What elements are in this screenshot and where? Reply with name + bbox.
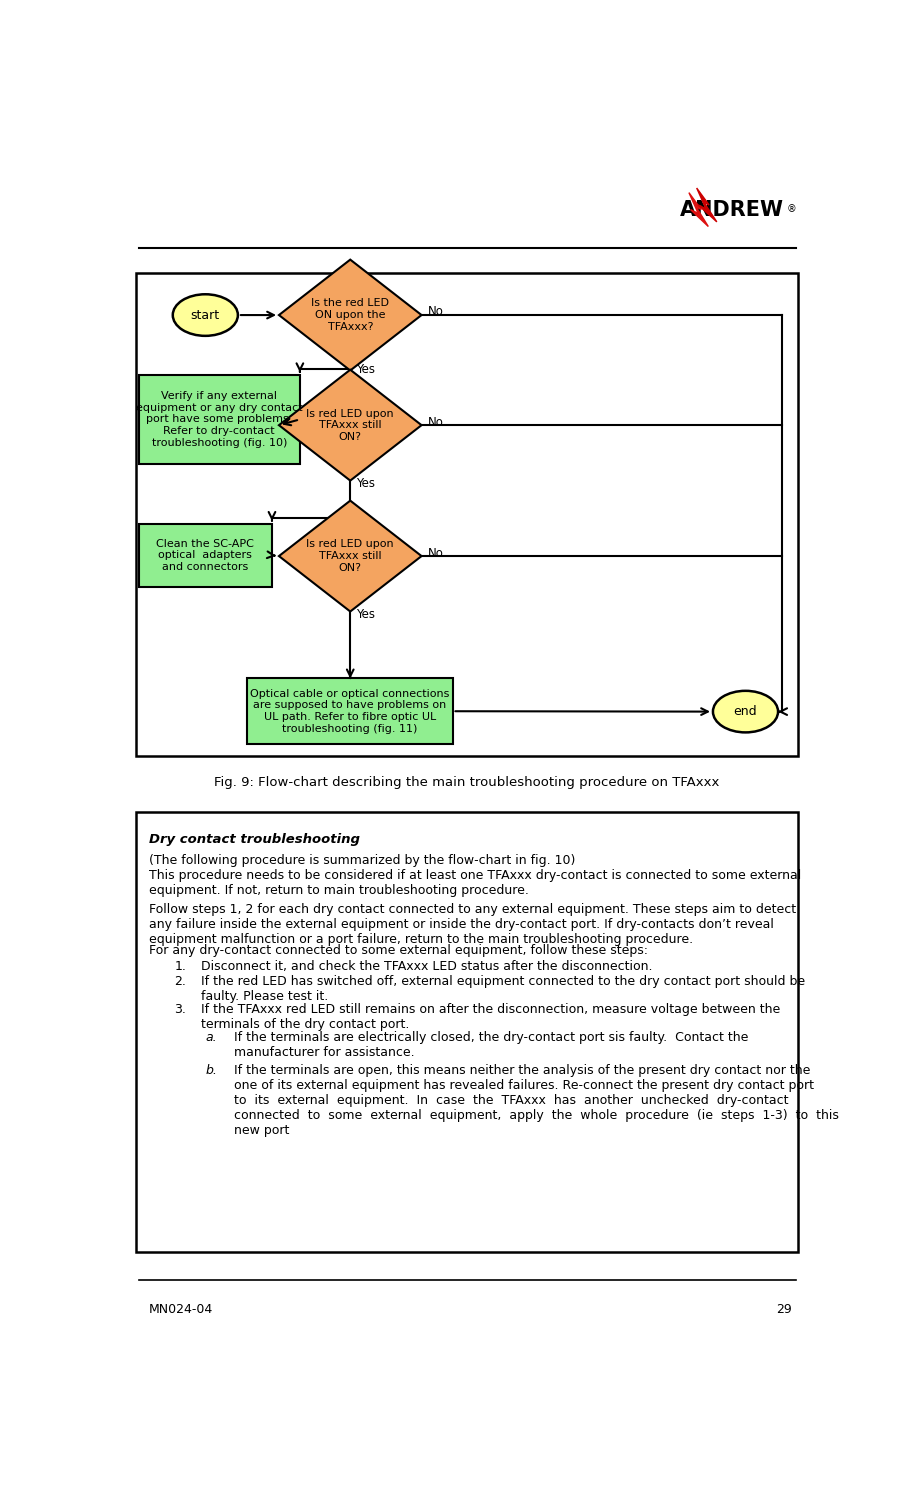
- Text: No: No: [428, 416, 444, 430]
- Text: No: No: [428, 305, 444, 318]
- Text: Is red LED upon
TFAxxx still
ON?: Is red LED upon TFAxxx still ON?: [306, 409, 394, 442]
- Text: (The following procedure is summarized by the flow-chart in fig. 10): (The following procedure is summarized b…: [148, 854, 575, 868]
- Text: Verify if any external
equipment or any dry contact
port have some problems.
Ref: Verify if any external equipment or any …: [136, 391, 302, 448]
- Text: a.: a.: [205, 1031, 217, 1044]
- Text: b.: b.: [205, 1064, 217, 1077]
- Polygon shape: [279, 370, 422, 480]
- Text: Disconnect it, and check the TFAxxx LED status after the disconnection.: Disconnect it, and check the TFAxxx LED …: [200, 960, 652, 972]
- Text: MN024-04: MN024-04: [148, 1302, 213, 1316]
- Text: Optical cable or optical connections
are supposed to have problems on
UL path. R: Optical cable or optical connections are…: [251, 688, 449, 733]
- Polygon shape: [689, 193, 708, 226]
- Text: ANDREW: ANDREW: [681, 199, 784, 220]
- Ellipse shape: [173, 294, 238, 337]
- Text: Follow steps 1, 2 for each dry contact connected to any external equipment. Thes: Follow steps 1, 2 for each dry contact c…: [148, 902, 796, 946]
- Text: If the red LED has switched off, external equipment connected to the dry contact: If the red LED has switched off, externa…: [200, 975, 804, 1003]
- Polygon shape: [697, 189, 717, 222]
- Text: Is red LED upon
TFAxxx still
ON?: Is red LED upon TFAxxx still ON?: [306, 540, 394, 573]
- Text: 1.: 1.: [174, 960, 186, 972]
- FancyBboxPatch shape: [136, 273, 798, 756]
- Text: ®: ®: [786, 205, 796, 214]
- Text: 2.: 2.: [174, 975, 186, 988]
- FancyBboxPatch shape: [138, 376, 300, 463]
- Text: 29: 29: [776, 1302, 792, 1316]
- Text: If the terminals are electrically closed, the dry-contact port sis faulty.  Cont: If the terminals are electrically closed…: [234, 1031, 748, 1059]
- Text: Yes: Yes: [355, 608, 374, 620]
- FancyBboxPatch shape: [138, 524, 272, 587]
- Text: Dry contact troubleshooting: Dry contact troubleshooting: [148, 833, 360, 847]
- Text: Is the red LED
ON upon the
TFAxxx?: Is the red LED ON upon the TFAxxx?: [312, 299, 389, 332]
- Polygon shape: [279, 260, 422, 371]
- Text: start: start: [190, 308, 220, 321]
- Text: If the terminals are open, this means neither the analysis of the present dry co: If the terminals are open, this means ne…: [234, 1064, 839, 1138]
- FancyBboxPatch shape: [247, 679, 453, 744]
- Text: Clean the SC-APC
optical  adapters
and connectors: Clean the SC-APC optical adapters and co…: [157, 539, 254, 572]
- Text: For any dry-contact connected to some external equipment, follow these steps:: For any dry-contact connected to some ex…: [148, 945, 648, 957]
- Text: Yes: Yes: [355, 477, 374, 490]
- Text: end: end: [733, 705, 757, 718]
- FancyBboxPatch shape: [136, 812, 798, 1252]
- Text: 3.: 3.: [174, 1002, 186, 1016]
- Text: If the TFAxxx red LED still remains on after the disconnection, measure voltage : If the TFAxxx red LED still remains on a…: [200, 1002, 780, 1031]
- Text: This procedure needs to be considered if at least one TFAxxx dry-contact is conn: This procedure needs to be considered if…: [148, 869, 801, 898]
- Ellipse shape: [713, 691, 778, 732]
- Polygon shape: [279, 501, 422, 611]
- Text: No: No: [428, 548, 444, 560]
- Text: Yes: Yes: [355, 362, 374, 376]
- Text: Fig. 9: Flow-chart describing the main troubleshooting procedure on TFAxxx: Fig. 9: Flow-chart describing the main t…: [214, 776, 720, 789]
